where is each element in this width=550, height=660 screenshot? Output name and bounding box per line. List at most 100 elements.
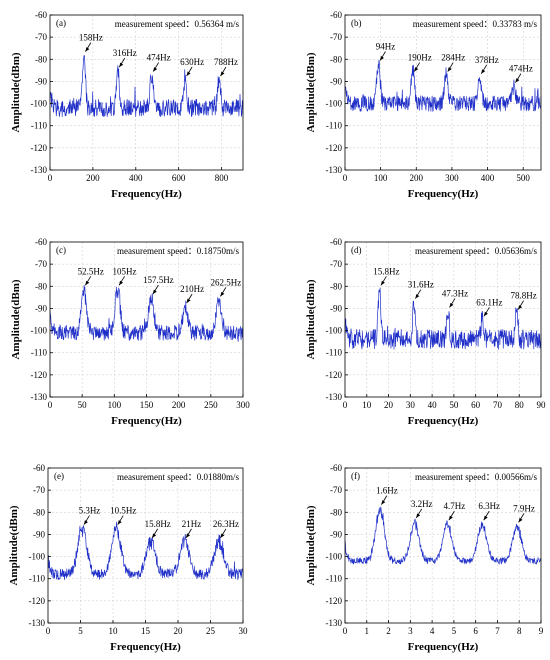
y-tick-label: -110 <box>31 348 48 358</box>
peak-arrow-head <box>85 47 90 52</box>
y-tick-label: -100 <box>29 552 46 562</box>
signal-trace <box>47 521 244 581</box>
x-tick-label: 5 <box>452 626 457 636</box>
measurement-speed-label: measurement speed：0.00566m/s <box>415 472 537 482</box>
x-tick-label: 60 <box>471 400 481 410</box>
x-tick-label: 7 <box>495 626 500 636</box>
peak-arrow-head <box>152 289 157 295</box>
x-tick-label: 80 <box>515 400 525 410</box>
x-tick-label: 500 <box>516 173 530 183</box>
y-axis-title: Amplitude(dBm) <box>305 505 317 585</box>
peak-arrow-head <box>220 291 225 297</box>
peak-arrow-head <box>379 56 384 61</box>
peak-arrow-head <box>381 500 386 505</box>
x-tick-label: 400 <box>481 173 495 183</box>
measurement-speed-label: measurement speed：0.05636m/s <box>415 246 537 256</box>
y-tick-label: -80 <box>33 507 45 517</box>
x-tick-label: 100 <box>374 173 388 183</box>
x-axis-title: Frequency(Hz) <box>111 188 182 200</box>
y-tick-label: -100 <box>326 99 343 109</box>
peak-arrow-head <box>515 78 520 83</box>
y-tick-label: -90 <box>35 303 47 313</box>
peak-arrow-head <box>448 515 453 521</box>
peak-arrow-head <box>117 520 122 525</box>
spectrum-panel-1: 0 100 200 300 400 500 -130 -120 -110 -100 -90 -80 -7… <box>305 10 542 200</box>
x-tick-label: 200 <box>410 173 424 183</box>
x-tick-label: 1 <box>365 626 370 636</box>
spectrum-panel-5: 0 1 2 3 4 5 6 7 8 9 -130 -120 -110 -100 -90 -80 -70 -60 Fr… <box>305 463 544 653</box>
peak-arrow-head <box>186 298 191 303</box>
x-tick-label: 300 <box>236 400 250 410</box>
x-tick-label: 10 <box>109 626 119 636</box>
x-tick-label: 25 <box>206 626 216 636</box>
y-tick-label: -100 <box>326 552 343 562</box>
y-tick-label: -130 <box>326 392 343 402</box>
peak-arrow-head <box>518 305 523 310</box>
x-tick-label: 150 <box>140 400 154 410</box>
y-axis-title: Amplitude(dBm) <box>10 52 22 132</box>
y-tick-label: -120 <box>31 370 48 380</box>
peak-label: 190Hz <box>408 53 432 63</box>
x-tick-label: 200 <box>86 173 100 183</box>
y-tick-label: -100 <box>31 99 48 109</box>
x-tick-label: 20 <box>174 626 184 636</box>
peak-arrow-head <box>449 302 454 308</box>
peak-label: 6.3Hz <box>478 501 500 511</box>
y-tick-label: -110 <box>29 574 46 584</box>
panel-letter: (c) <box>56 245 66 255</box>
x-tick-label: 0 <box>48 173 53 183</box>
x-tick-label: 15 <box>141 626 151 636</box>
y-tick-label: -80 <box>330 507 342 517</box>
peak-arrow-head <box>186 533 190 538</box>
x-tick-label: 250 <box>204 400 218 410</box>
y-tick-label: -110 <box>326 121 343 131</box>
x-tick-label: 5 <box>78 626 83 636</box>
plot-frame <box>344 14 542 171</box>
peak-label: 52.5Hz <box>78 266 104 276</box>
signal-trace <box>344 506 542 565</box>
y-tick-label: -110 <box>326 574 343 584</box>
peak-arrow-head <box>416 513 421 518</box>
peak-label: 7.9Hz <box>513 503 535 513</box>
y-tick-label: -130 <box>326 165 343 175</box>
panel-letter: (f) <box>351 471 360 481</box>
y-tick-label: -110 <box>31 121 48 131</box>
x-tick-label: 0 <box>46 626 51 636</box>
panel-letter: (d) <box>351 245 362 255</box>
peak-arrow-head <box>186 71 191 76</box>
peak-label: 284Hz <box>441 53 465 63</box>
panel-letter: (e) <box>54 471 64 481</box>
x-tick-label: 90 <box>537 400 547 410</box>
peak-arrow-head <box>415 294 420 299</box>
peak-label: 1.6Hz <box>376 486 398 496</box>
y-tick-label: -130 <box>326 618 343 628</box>
peak-label: 630Hz <box>180 57 204 67</box>
peak-arrow-head <box>220 533 225 538</box>
x-tick-label: 30 <box>239 626 249 636</box>
peak-label: 63.1Hz <box>476 297 502 307</box>
y-tick-label: -130 <box>31 392 48 402</box>
y-tick-label: -60 <box>35 10 47 20</box>
y-tick-label: -70 <box>330 32 342 42</box>
x-tick-label: 6 <box>473 626 478 636</box>
x-tick-label: 600 <box>172 173 186 183</box>
y-tick-label: -80 <box>35 54 47 64</box>
peak-arrow-head <box>380 280 385 286</box>
panel-letter: (a) <box>56 18 66 28</box>
peak-label: 262.5Hz <box>211 277 242 287</box>
y-tick-label: -90 <box>35 76 47 86</box>
peak-arrow-head <box>483 515 488 521</box>
x-tick-label: 70 <box>493 400 503 410</box>
y-tick-label: -60 <box>330 237 342 247</box>
y-tick-label: -100 <box>31 326 48 336</box>
y-tick-label: -80 <box>330 281 342 291</box>
x-tick-label: 0 <box>48 400 53 410</box>
x-tick-label: 100 <box>108 400 122 410</box>
y-tick-label: -60 <box>33 463 45 473</box>
signal-trace <box>344 287 542 350</box>
peak-label: 3.2Hz <box>411 499 433 509</box>
y-tick-label: -70 <box>35 32 47 42</box>
peak-label: 10.5Hz <box>110 506 136 516</box>
x-axis-title: Frequency(Hz) <box>111 415 182 427</box>
peak-arrow-head <box>85 280 90 286</box>
